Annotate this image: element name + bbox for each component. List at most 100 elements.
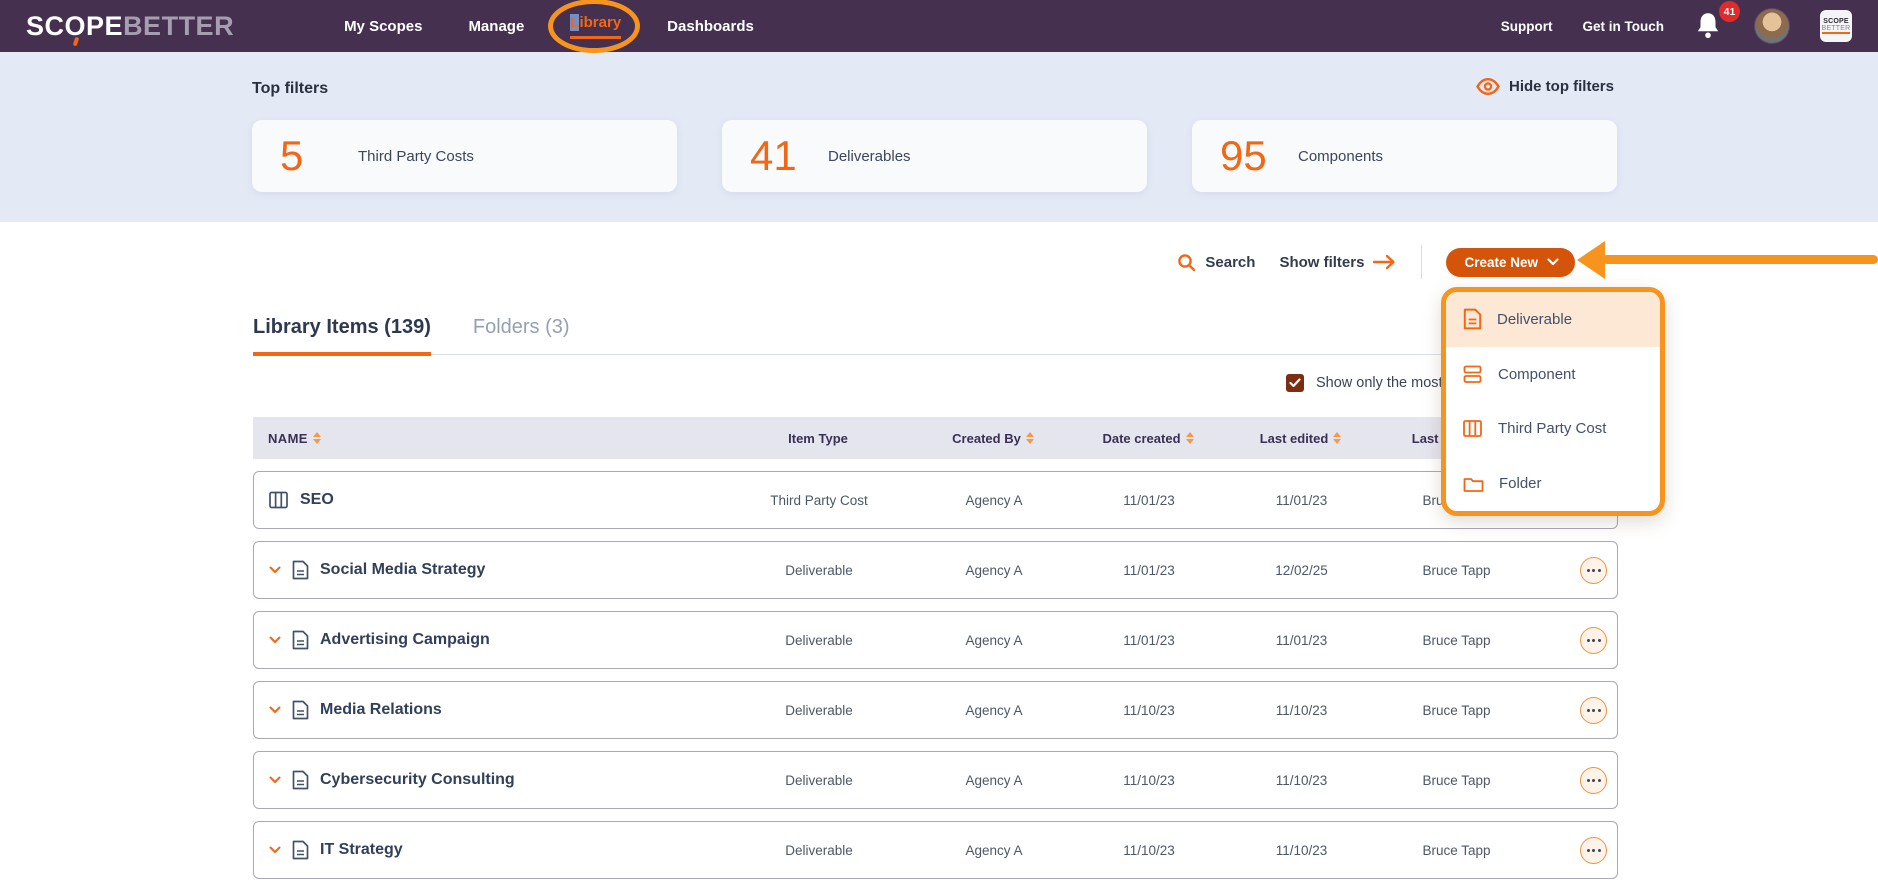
menu-item-component[interactable]: Component: [1446, 347, 1660, 402]
chevron-down-icon[interactable]: [269, 706, 281, 714]
navbar-right: Support Get in Touch 41 SCOPE BETTER: [1500, 1, 1852, 44]
row-name: Advertising Campaign: [320, 631, 490, 648]
bell-icon: [1697, 13, 1719, 38]
column-header-date-created[interactable]: Date created: [1073, 431, 1223, 446]
filter-count: 5: [280, 132, 304, 179]
table-row[interactable]: IT Strategy Deliverable Agency A 11/10/2…: [253, 821, 1618, 879]
row-actions-button[interactable]: [1580, 766, 1607, 794]
column-header-last-edited[interactable]: Last edited: [1223, 431, 1378, 446]
sort-icon: [1025, 432, 1034, 444]
table-header: NAME Item Type Created By Date created L…: [253, 417, 1618, 459]
tab-library-items[interactable]: Library Items (139): [253, 316, 431, 356]
row-actions-button[interactable]: [1580, 626, 1607, 654]
support-link[interactable]: Support: [1500, 18, 1553, 34]
table-row[interactable]: Cybersecurity Consulting Deliverable Age…: [253, 751, 1618, 809]
row-last-edited: 12/02/25: [1275, 562, 1328, 578]
row-last-edited-by: Bruce Tapp: [1422, 842, 1491, 858]
columns-icon: [1463, 420, 1482, 438]
nav-item-manage[interactable]: Manage: [468, 17, 525, 35]
row-name: Media Relations: [320, 701, 442, 718]
filter-card-deliverables[interactable]: 41 Deliverables: [722, 120, 1147, 192]
row-date-created: 11/10/23: [1123, 842, 1175, 858]
show-recent-checkbox[interactable]: [1286, 374, 1304, 392]
checkmark-icon: [1289, 378, 1301, 388]
top-filters-title: Top filters: [252, 80, 329, 97]
filter-cards: 5 Third Party Costs 41 Deliverables 95 C…: [252, 120, 1617, 192]
row-name-cell[interactable]: Media Relations: [254, 700, 724, 720]
row-date-created: 11/01/23: [1123, 492, 1175, 508]
document-icon: [292, 840, 309, 860]
hide-top-filters-button[interactable]: Hide top filters: [1476, 78, 1614, 95]
row-name-cell[interactable]: SEO: [254, 491, 724, 509]
search-icon: [1178, 253, 1196, 271]
row-name: Cybersecurity Consulting: [320, 771, 515, 788]
row-last-edited: 11/10/23: [1275, 702, 1328, 718]
row-name-cell[interactable]: Cybersecurity Consulting: [254, 770, 724, 790]
filter-card-third-party-costs[interactable]: 5 Third Party Costs: [252, 120, 677, 192]
chevron-down-icon[interactable]: [269, 636, 281, 644]
top-navbar: SCOPE BETTER My Scopes Manage Library Das…: [0, 0, 1878, 53]
table-row[interactable]: Social Media Strategy Deliverable Agency…: [253, 541, 1618, 599]
annotation-arrow-head: [1577, 241, 1605, 279]
row-name-cell[interactable]: Advertising Campaign: [254, 630, 724, 650]
row-name-cell[interactable]: Social Media Strategy: [254, 560, 724, 580]
filter-card-components[interactable]: 95 Components: [1192, 120, 1617, 192]
search-button[interactable]: Search: [1177, 253, 1255, 272]
org-logo-chip[interactable]: SCOPE BETTER: [1820, 10, 1852, 42]
notifications-button[interactable]: 41: [1694, 1, 1740, 41]
nav-item-my-scopes[interactable]: My Scopes: [344, 17, 423, 35]
logo-better: BETTER: [123, 10, 235, 41]
annotation-arrow: [1602, 255, 1878, 264]
row-last-edited: 11/10/23: [1275, 842, 1328, 858]
table-row[interactable]: SEO Third Party Cost Agency A 11/01/23 1…: [253, 471, 1618, 529]
nav-item-library[interactable]: Library: [548, 0, 641, 53]
row-created-by: Agency A: [965, 702, 1023, 718]
notification-badge: 41: [1719, 1, 1740, 22]
get-in-touch-link[interactable]: Get in Touch: [1582, 18, 1665, 34]
row-actions-button[interactable]: [1580, 836, 1607, 864]
chevron-down-icon[interactable]: [269, 776, 281, 784]
filter-label: Deliverables: [828, 147, 911, 165]
menu-item-third-party-cost[interactable]: Third Party Cost: [1446, 402, 1660, 457]
chevron-down-icon[interactable]: [269, 566, 281, 574]
row-name: Social Media Strategy: [320, 561, 486, 578]
column-header-item-type[interactable]: Item Type: [788, 430, 848, 446]
row-last-edited-by: Bruce Tapp: [1422, 562, 1491, 578]
tab-folders[interactable]: Folders (3): [472, 316, 570, 338]
document-icon: [1463, 309, 1482, 330]
row-actions-button[interactable]: [1580, 556, 1607, 584]
library-items-table: NAME Item Type Created By Date created L…: [253, 417, 1618, 879]
menu-item-folder[interactable]: Folder: [1446, 456, 1660, 511]
scopebetter-logo[interactable]: SCOPE BETTER: [26, 11, 234, 42]
create-new-menu: Deliverable Component Third Party Cost F…: [1441, 287, 1665, 516]
create-new-button[interactable]: Create New: [1446, 247, 1575, 277]
row-date-created: 11/01/23: [1123, 632, 1175, 648]
sort-icon: [1185, 432, 1194, 444]
top-filters-section: Top filters Hide top filters 5 Third Par…: [0, 52, 1878, 222]
row-last-edited: 11/01/23: [1275, 492, 1328, 508]
menu-item-deliverable[interactable]: Deliverable: [1446, 292, 1660, 347]
column-header-created-by[interactable]: Created By: [913, 431, 1073, 446]
show-filters-button[interactable]: Show filters: [1279, 254, 1397, 271]
eye-icon: [1476, 78, 1500, 95]
row-name: SEO: [300, 491, 334, 508]
row-created-by: Agency A: [965, 632, 1023, 648]
row-item-type: Third Party Cost: [770, 492, 868, 508]
row-actions-button[interactable]: [1580, 696, 1607, 724]
row-item-type: Deliverable: [785, 632, 853, 648]
row-created-by: Agency A: [965, 492, 1023, 508]
document-icon: [292, 770, 309, 790]
row-last-edited: 11/01/23: [1275, 632, 1328, 648]
sort-icon: [1333, 432, 1342, 444]
main-navigation: My Scopes Manage Library Dashboards: [344, 0, 754, 53]
row-name-cell[interactable]: IT Strategy: [254, 840, 724, 860]
nav-item-dashboards[interactable]: Dashboards: [667, 17, 754, 35]
library-toolbar: Search Show filters Create New: [1177, 244, 1575, 280]
table-row[interactable]: Media Relations Deliverable Agency A 11/…: [253, 681, 1618, 739]
table-row[interactable]: Advertising Campaign Deliverable Agency …: [253, 611, 1618, 669]
chevron-down-icon: [1547, 258, 1559, 266]
column-header-name[interactable]: NAME: [253, 431, 723, 446]
chevron-down-icon[interactable]: [269, 846, 281, 854]
user-avatar[interactable]: [1754, 8, 1790, 44]
